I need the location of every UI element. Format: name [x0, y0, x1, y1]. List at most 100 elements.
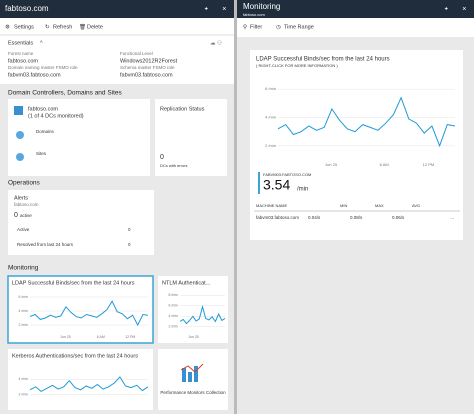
- count: 0: [160, 154, 164, 161]
- domain: fabtoso.com: [14, 202, 39, 207]
- icon: ⚲: [243, 23, 247, 30]
- icon: [14, 106, 23, 115]
- legend-value: 3.54: [263, 177, 290, 193]
- row-label: Resolved from last 24 hours: [17, 242, 74, 247]
- table-cell: 0.06/s: [392, 215, 405, 220]
- field-label: Functional Level: [120, 51, 153, 56]
- x-tick-label: Jun 25: [188, 335, 199, 339]
- y-tick-label: 4 /min: [168, 314, 178, 318]
- field-value: Windows2012R2Forest: [120, 58, 178, 64]
- table-cell: 0.04/s: [308, 215, 321, 220]
- table-header: MACHINE NAME: [256, 203, 287, 208]
- blade-title: Monitoring: [243, 2, 280, 11]
- tile[interactable]: [158, 349, 228, 410]
- icon: [16, 131, 24, 139]
- blade-subtitle: fabtoso.com: [243, 12, 265, 17]
- tile[interactable]: [155, 99, 227, 176]
- y-tick-label: 4 /min: [265, 115, 276, 120]
- row-value: 0: [128, 227, 131, 232]
- field-value: fabtoso.com: [8, 58, 38, 64]
- pin[interactable]: ✦: [204, 5, 209, 12]
- x-tick-label: 6 AM: [380, 162, 389, 167]
- table-cell: 0.08/s: [350, 215, 363, 220]
- row-label: Active: [17, 227, 30, 232]
- chevron: ^: [40, 40, 43, 46]
- y-tick-label: 6 /min: [168, 304, 178, 308]
- toolbar-button[interactable]: Filter: [250, 24, 262, 30]
- icon: [16, 153, 24, 161]
- icon: ↻: [45, 23, 50, 30]
- close[interactable]: ✕: [222, 6, 227, 12]
- icon: [182, 368, 186, 382]
- section-heading: Monitoring: [8, 265, 39, 272]
- y-tick-label: 4 /min: [18, 309, 28, 313]
- pin[interactable]: ✦: [444, 5, 449, 12]
- tile-title: Replication Status: [160, 106, 205, 112]
- tile-title: LDAP Successful Binds/sec from the last …: [12, 280, 135, 286]
- line: [179, 304, 226, 325]
- line: [277, 96, 456, 148]
- more[interactable]: …: [450, 215, 455, 220]
- icon: ☁ ⚇: [210, 39, 222, 46]
- y-tick-label: 2 /min: [18, 392, 28, 396]
- splitter: [234, 0, 237, 414]
- icon: 🗑: [79, 23, 86, 30]
- field-value: fabvm03.fabtoso.com: [8, 72, 61, 78]
- icon: [180, 363, 204, 373]
- field-label: Forest name: [8, 51, 34, 56]
- table-header: AVG: [412, 203, 420, 208]
- caption: DCs with errors: [160, 163, 188, 168]
- legend-unit: /min: [297, 187, 308, 193]
- line: [29, 376, 149, 393]
- row-value: 0: [128, 242, 131, 247]
- icon: [188, 372, 192, 382]
- y-tick-label: 2 /min: [265, 143, 276, 148]
- close[interactable]: ✕: [462, 6, 467, 12]
- icon: ◷: [276, 24, 281, 30]
- y-tick-label: 6 /min: [18, 295, 28, 299]
- section-heading: Domain Controllers, Domains and Sites: [8, 90, 123, 97]
- field-label: Schema master FSMO role: [120, 65, 175, 70]
- blade-header: [0, 0, 234, 18]
- field-value: fabvm03.fabtoso.com: [120, 72, 173, 78]
- tile-title: NTLM Authenticat...: [162, 280, 211, 286]
- icon: ⚙: [5, 23, 10, 30]
- table-header: MAX: [375, 203, 384, 208]
- x-tick-label: Jun 25: [60, 335, 71, 339]
- domain: fabtoso.com: [28, 106, 58, 112]
- monitored: (1 of 4 DCs monitored): [28, 113, 84, 119]
- toolbar-button[interactable]: Settings: [14, 24, 34, 30]
- toolbar-button[interactable]: Refresh: [53, 24, 72, 30]
- section-heading: Operations: [8, 180, 41, 187]
- tile-title: Performance Monitors Collection: [160, 390, 226, 395]
- x-tick-label: 12 PM: [125, 335, 135, 339]
- tile[interactable]: [8, 349, 153, 410]
- toolbar-button[interactable]: Delete: [87, 24, 103, 30]
- y-tick-label: 6 /min: [265, 86, 276, 91]
- tile[interactable]: [8, 99, 150, 176]
- chart-subtitle: ( RIGHT-CLICK FOR MORE INFORMATION ): [256, 63, 338, 68]
- line: [29, 300, 149, 327]
- label: Domains: [36, 129, 55, 134]
- x-tick-label: 12 PM: [423, 162, 435, 167]
- y-tick-label: 8 /min: [168, 293, 178, 297]
- toolbar-button[interactable]: Time Range: [284, 24, 314, 30]
- tile[interactable]: [158, 276, 228, 343]
- tile[interactable]: [250, 50, 463, 240]
- tile-title: Kerberos Authentications/sec from the la…: [12, 353, 138, 359]
- y-tick-label: 2 /min: [168, 325, 178, 329]
- tile[interactable]: [8, 190, 154, 255]
- x-tick-label: Jun 25: [325, 162, 338, 167]
- count: 0: [14, 212, 18, 219]
- y-tick-label: 4 /min: [18, 377, 28, 381]
- y-tick-label: 2 /min: [18, 323, 28, 327]
- chart-title: LDAP Successful Binds/sec from the last …: [256, 57, 390, 63]
- blade-title: fabtoso.com: [5, 4, 49, 13]
- tile[interactable]: [7, 275, 154, 344]
- field-label: Domain naming master FSMO role: [8, 65, 78, 70]
- blade-header: [237, 0, 474, 18]
- essentials-heading[interactable]: Essentials: [8, 40, 33, 46]
- label: Sites: [36, 151, 47, 156]
- icon: [194, 366, 198, 382]
